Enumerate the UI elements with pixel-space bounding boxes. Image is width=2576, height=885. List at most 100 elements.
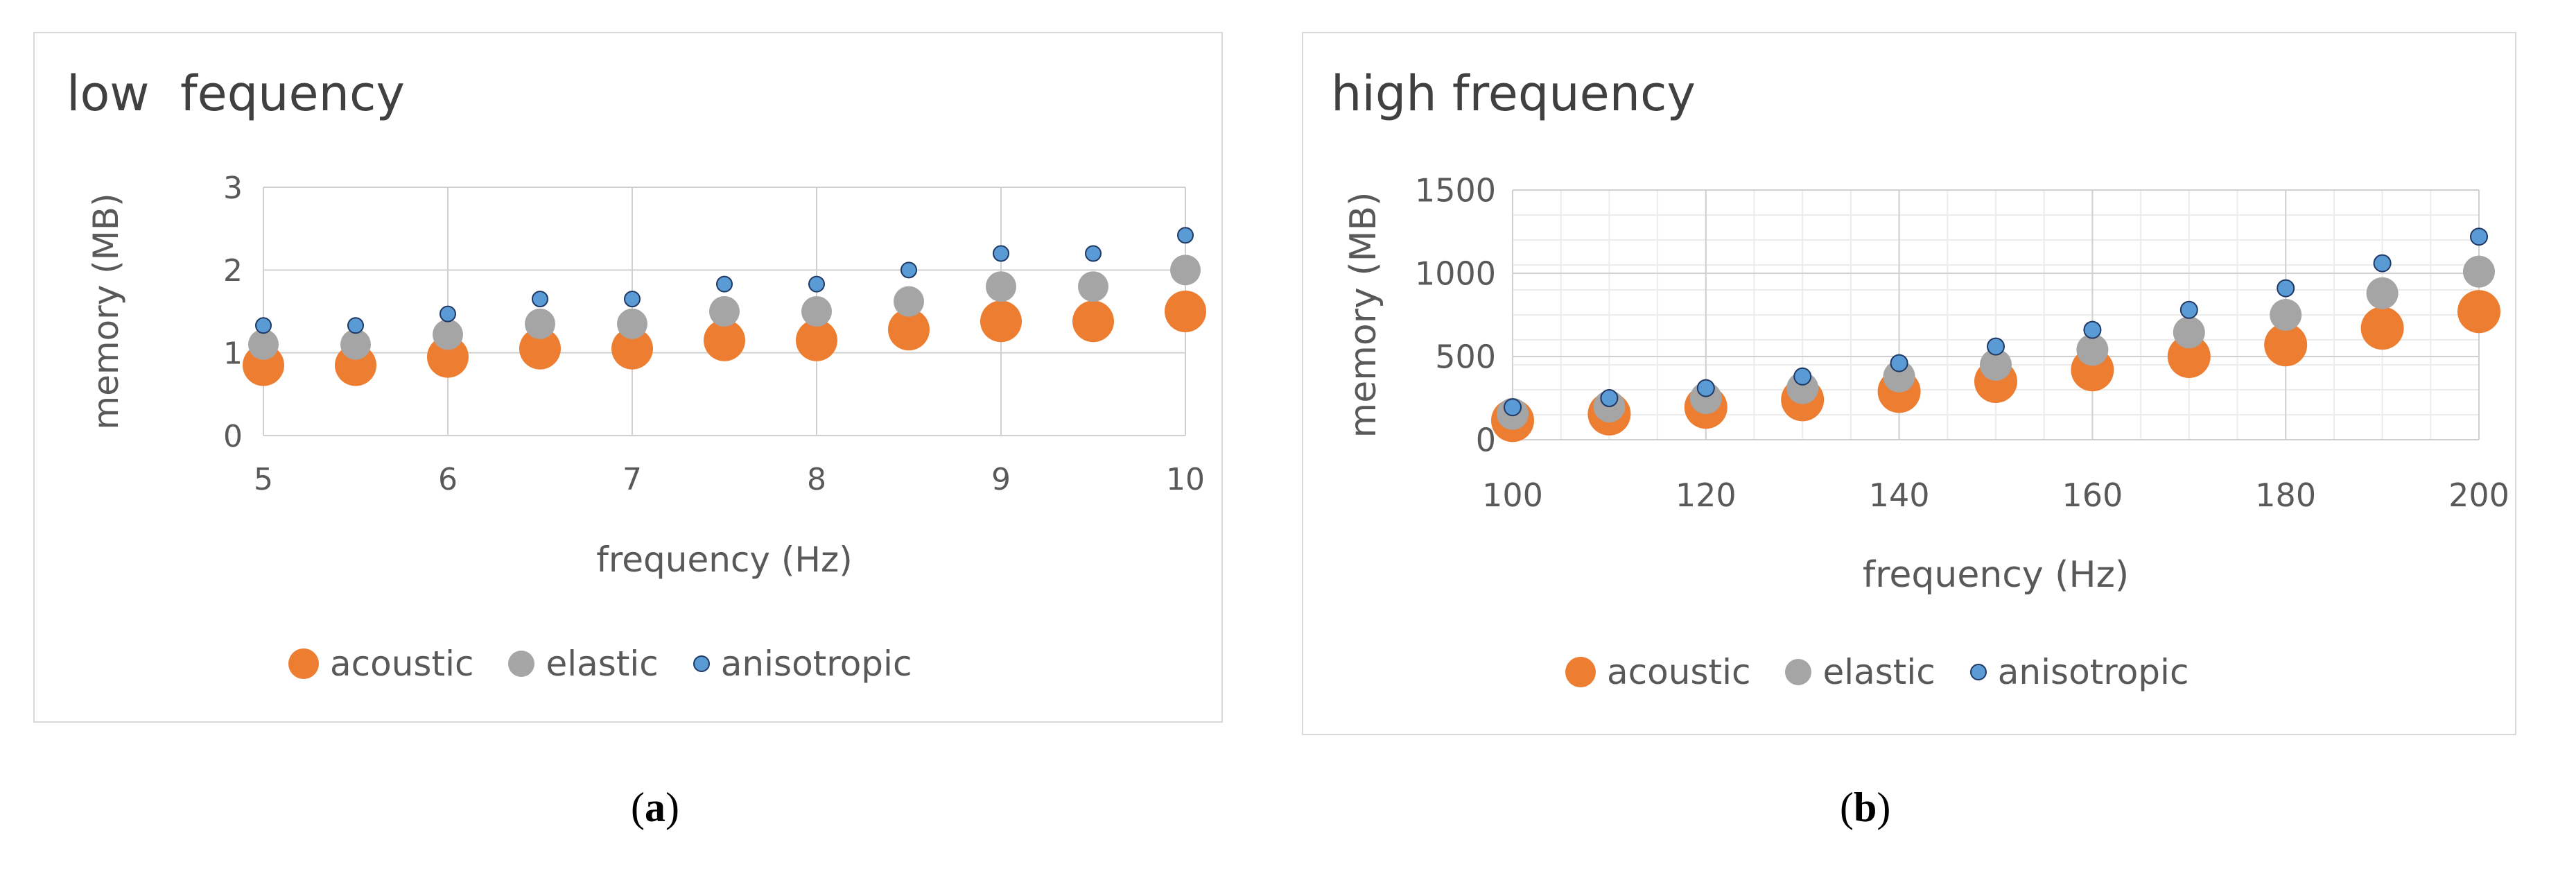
elastic-point xyxy=(340,329,371,360)
panel-caption-b: (b) xyxy=(1840,784,1891,830)
anisotropic-point xyxy=(2470,227,2488,246)
legend-label: elastic xyxy=(546,644,659,684)
anisotropic-point xyxy=(255,317,272,334)
x-tick-label: 120 xyxy=(1676,476,1737,514)
y-tick-label: 0 xyxy=(223,419,243,454)
legend-item-anisotropic: anisotropic xyxy=(1969,652,2189,692)
acoustic-point xyxy=(611,327,653,370)
legend-label: acoustic xyxy=(1607,652,1751,692)
legend-label: elastic xyxy=(1822,652,1935,692)
acoustic-point xyxy=(1165,291,1206,332)
anisotropic-marker-icon xyxy=(1969,664,1987,680)
x-tick-label: 100 xyxy=(1482,476,1543,514)
elastic-point xyxy=(1170,255,1201,286)
elastic-point xyxy=(2463,255,2495,288)
x-tick-label: 8 xyxy=(807,462,826,497)
anisotropic-point xyxy=(2083,320,2102,339)
acoustic-point xyxy=(704,319,745,361)
elastic-point xyxy=(2270,299,2302,331)
y-axis-label: memory (MB) xyxy=(86,193,126,429)
acoustic-point xyxy=(888,309,930,351)
chart-panel-low-frequency: 5 6 7 8 9 10 0 1 2 3 frequency (Hz) memory (MB) low… xyxy=(33,32,1223,723)
x-tick-label: 9 xyxy=(991,462,1011,497)
elastic-marker-icon xyxy=(508,651,535,677)
anisotropic-point xyxy=(993,245,1009,262)
elastic-marker-icon xyxy=(1785,659,1812,685)
y-tick-label: 1000 xyxy=(1415,255,1496,293)
elastic-point xyxy=(1980,349,2012,381)
low-frequency-plot: 5 6 7 8 9 10 0 1 2 3 frequency (Hz) memory (MB) xyxy=(86,171,1206,580)
acoustic-marker-icon xyxy=(1565,657,1596,687)
y-tick-label: 2 xyxy=(223,253,243,289)
acoustic-point xyxy=(2360,307,2404,350)
anisotropic-point xyxy=(1085,245,1102,262)
elastic-point xyxy=(433,319,463,350)
x-axis-label: frequency (Hz) xyxy=(1863,554,2129,596)
elastic-point xyxy=(801,296,832,327)
series-anisotropic xyxy=(255,227,1194,334)
acoustic-point xyxy=(519,327,561,370)
elastic-point xyxy=(525,308,555,339)
x-tick-label: 160 xyxy=(2062,476,2123,514)
elastic-point xyxy=(894,286,924,317)
chart-title: low fequency xyxy=(67,65,405,122)
x-tick-label: 200 xyxy=(2448,476,2509,514)
acoustic-point xyxy=(2457,290,2500,334)
legend-item-acoustic: acoustic xyxy=(1565,652,1750,692)
anisotropic-point xyxy=(1504,398,1522,417)
x-tick-label: 6 xyxy=(438,462,458,497)
legend-item-elastic: elastic xyxy=(1785,652,1935,692)
anisotropic-point xyxy=(1793,367,1812,386)
y-tick-label: 1 xyxy=(223,336,243,372)
anisotropic-point xyxy=(532,291,548,308)
y-axis-label: memory (MB) xyxy=(1343,192,1384,438)
anisotropic-point xyxy=(1600,389,1619,407)
elastic-point xyxy=(2173,316,2205,349)
legend: acoustic elastic anisotropic xyxy=(288,644,946,684)
y-tick-label: 1500 xyxy=(1415,172,1496,209)
anisotropic-point xyxy=(2179,300,2198,319)
legend: acoustic elastic anisotropic xyxy=(1565,652,2223,692)
y-tick-label: 500 xyxy=(1435,338,1496,376)
series-anisotropic xyxy=(1504,227,2488,417)
series-elastic xyxy=(248,255,1201,360)
x-tick-label: 180 xyxy=(2255,476,2316,514)
chart-panel-high-frequency: 100 120 140 160 180 200 0 500 1000 1500 frequency … xyxy=(1302,32,2516,735)
elastic-point xyxy=(248,329,279,360)
legend-label: anisotropic xyxy=(720,644,912,684)
anisotropic-point xyxy=(808,275,825,293)
y-tick-label: 3 xyxy=(223,171,243,206)
anisotropic-point xyxy=(1890,354,1908,372)
panel-caption-a: (a) xyxy=(631,784,679,830)
anisotropic-point xyxy=(900,261,917,279)
anisotropic-point xyxy=(624,291,641,308)
elastic-point xyxy=(986,271,1016,302)
legend-item-elastic: elastic xyxy=(508,644,659,684)
legend-item-anisotropic: anisotropic xyxy=(693,644,912,684)
elastic-point xyxy=(2366,277,2399,309)
x-tick-label: 10 xyxy=(1166,462,1205,497)
chart-title: high frequency xyxy=(1331,65,1696,122)
anisotropic-point xyxy=(1177,227,1194,244)
elastic-point xyxy=(1883,360,1915,393)
elastic-point xyxy=(1078,271,1108,302)
x-tick-label: 5 xyxy=(254,462,273,497)
elastic-point xyxy=(617,308,647,339)
acoustic-point xyxy=(796,319,837,361)
x-axis-label: frequency (Hz) xyxy=(596,540,853,580)
acoustic-marker-icon xyxy=(288,648,319,679)
legend-label: acoustic xyxy=(330,644,474,684)
anisotropic-point xyxy=(1696,379,1715,397)
x-tick-label: 140 xyxy=(1869,476,1930,514)
legend-item-acoustic: acoustic xyxy=(288,644,473,684)
anisotropic-point xyxy=(2373,254,2392,273)
anisotropic-point xyxy=(440,305,456,323)
elastic-point xyxy=(709,296,740,327)
acoustic-point xyxy=(427,336,469,378)
acoustic-point xyxy=(1072,300,1114,343)
high-frequency-plot: 100 120 140 160 180 200050010001500frequency … xyxy=(1343,172,2509,596)
x-tick-label: 7 xyxy=(623,462,642,497)
anisotropic-point xyxy=(1987,337,2005,356)
legend-label: anisotropic xyxy=(1997,652,2189,692)
elastic-point xyxy=(2076,334,2109,366)
